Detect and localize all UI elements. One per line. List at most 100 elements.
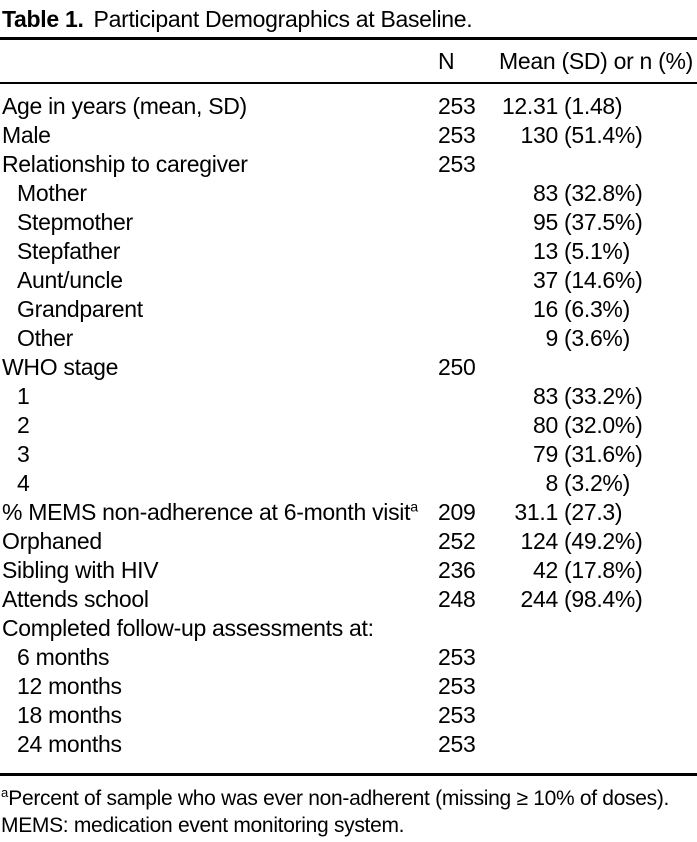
row-value-paren <box>558 701 697 730</box>
table-row: 4 8 (3.2%) <box>0 469 697 498</box>
row-n: 253 <box>438 673 476 699</box>
table-row: % MEMS non-adherence at 6-month visita 2… <box>0 498 697 527</box>
row-label: Completed follow-up assessments at: <box>2 615 374 641</box>
row-value-paren: (33.2%) <box>564 383 643 409</box>
row-label: Age in years (mean, SD) <box>2 93 247 119</box>
row-n <box>432 266 482 295</box>
row-label: Aunt/uncle <box>17 267 123 293</box>
row-label: Other <box>17 325 74 351</box>
row-label: Mother <box>17 180 87 206</box>
row-n: 253 <box>438 93 476 119</box>
row-label: Sibling with HIV <box>2 557 159 583</box>
row-value-paren <box>558 672 697 701</box>
row-value-number: 130 <box>520 122 559 148</box>
col-header-value: Mean (SD) or n (%) <box>482 38 697 84</box>
row-value-paren: (27.3) <box>564 499 623 525</box>
row-value-paren: (6.3%) <box>564 296 630 322</box>
table-row: Grandparent 16 (6.3%) <box>0 295 697 324</box>
row-value-number <box>482 643 558 672</box>
table-row: Mother 83 (32.8%) <box>0 179 697 208</box>
row-value-number <box>482 150 558 179</box>
table-number: Table 1. <box>2 6 84 32</box>
row-value-number <box>482 353 558 382</box>
row-value-paren: (14.6%) <box>564 267 643 293</box>
row-n: 253 <box>438 702 476 728</box>
row-value-number: 83 <box>533 383 558 409</box>
row-value-number: 8 <box>545 470 559 496</box>
row-label: Stepfather <box>17 238 121 264</box>
row-n: 248 <box>438 586 476 612</box>
row-label: Stepmother <box>17 209 133 235</box>
table-row: 18 months 253 <box>0 701 697 730</box>
footnote-a-marker: a <box>1 785 9 800</box>
row-n: 209 <box>438 499 476 525</box>
table-row: WHO stage 250 <box>0 353 697 382</box>
row-value-paren: (32.8%) <box>564 180 643 206</box>
footnote-mems: MEMS: medication event monitoring system… <box>1 814 405 837</box>
row-n <box>432 237 482 266</box>
row-label: 4 <box>17 470 30 496</box>
table-title: Table 1. Participant Demographics at Base… <box>0 0 697 37</box>
row-value-number: 83 <box>533 180 558 206</box>
row-value-number <box>482 672 558 701</box>
col-header-n: N <box>432 38 482 84</box>
row-n: 236 <box>438 557 476 583</box>
row-label: 2 <box>17 412 30 438</box>
footnote-a-text: Percent of sample who was ever non-adher… <box>8 787 670 810</box>
header-row: N Mean (SD) or n (%) <box>0 38 697 84</box>
row-n: 250 <box>438 354 476 380</box>
row-label: 6 months <box>17 644 110 670</box>
row-label: 18 months <box>17 702 122 728</box>
row-n <box>432 411 482 440</box>
table-row: Male 253 130 (51.4%) <box>0 121 697 150</box>
row-value-number: 79 <box>533 441 558 467</box>
row-label: 1 <box>17 383 30 409</box>
row-value-number: 124 <box>520 528 559 554</box>
table-row: Completed follow-up assessments at: <box>0 614 697 643</box>
row-value-paren <box>558 614 697 643</box>
row-value-paren: (17.8%) <box>564 557 643 583</box>
row-label: 24 months <box>17 731 122 757</box>
row-value-number: 31.1 <box>514 499 558 525</box>
row-value-paren: (49.2%) <box>564 528 643 554</box>
table-row: 24 months 253 <box>0 730 697 775</box>
row-n: 253 <box>438 644 476 670</box>
row-label: Relationship to caregiver <box>2 151 248 177</box>
footnote-marker-ref: a <box>410 499 419 516</box>
table-row: Other 9 (3.6%) <box>0 324 697 353</box>
row-value-paren <box>558 643 697 672</box>
row-label: 3 <box>17 441 30 467</box>
row-n <box>432 179 482 208</box>
table-row: Stepfather 13 (5.1%) <box>0 237 697 266</box>
row-value-paren: (1.48) <box>564 93 623 119</box>
row-value-paren: (32.0%) <box>564 412 643 438</box>
table-row: Attends school 248 244 (98.4%) <box>0 585 697 614</box>
table-row: Sibling with HIV 236 42 (17.8%) <box>0 556 697 585</box>
table-row: Age in years (mean, SD) 253 12.31 (1.48) <box>0 83 697 121</box>
table-row: Relationship to caregiver 253 <box>0 150 697 179</box>
row-label: Attends school <box>2 586 149 612</box>
footnote-a: aPercent of sample who was ever non-adhe… <box>1 785 697 812</box>
row-n: 252 <box>438 528 476 554</box>
row-value-paren <box>558 150 697 179</box>
row-value-number: 9 <box>545 325 559 351</box>
table-caption: Participant Demographics at Baseline. <box>93 6 473 32</box>
row-value-number: 80 <box>533 412 558 438</box>
table-row: 2 80 (32.0%) <box>0 411 697 440</box>
row-value-paren: (51.4%) <box>564 122 643 148</box>
table-row: 3 79 (31.6%) <box>0 440 697 469</box>
row-value-paren: (3.6%) <box>564 325 630 351</box>
row-value-paren: (5.1%) <box>564 238 630 264</box>
row-n <box>432 382 482 411</box>
row-value-number: 13 <box>533 238 558 264</box>
row-value-number: 42 <box>533 557 558 583</box>
row-n <box>432 614 482 643</box>
footnotes: aPercent of sample who was ever non-adhe… <box>0 785 697 839</box>
row-label: Orphaned <box>2 528 102 554</box>
row-value-number <box>482 701 558 730</box>
table-row: 12 months 253 <box>0 672 697 701</box>
row-label: Male <box>2 122 51 148</box>
table-row: 6 months 253 <box>0 643 697 672</box>
row-value-number: 244 <box>520 586 559 612</box>
